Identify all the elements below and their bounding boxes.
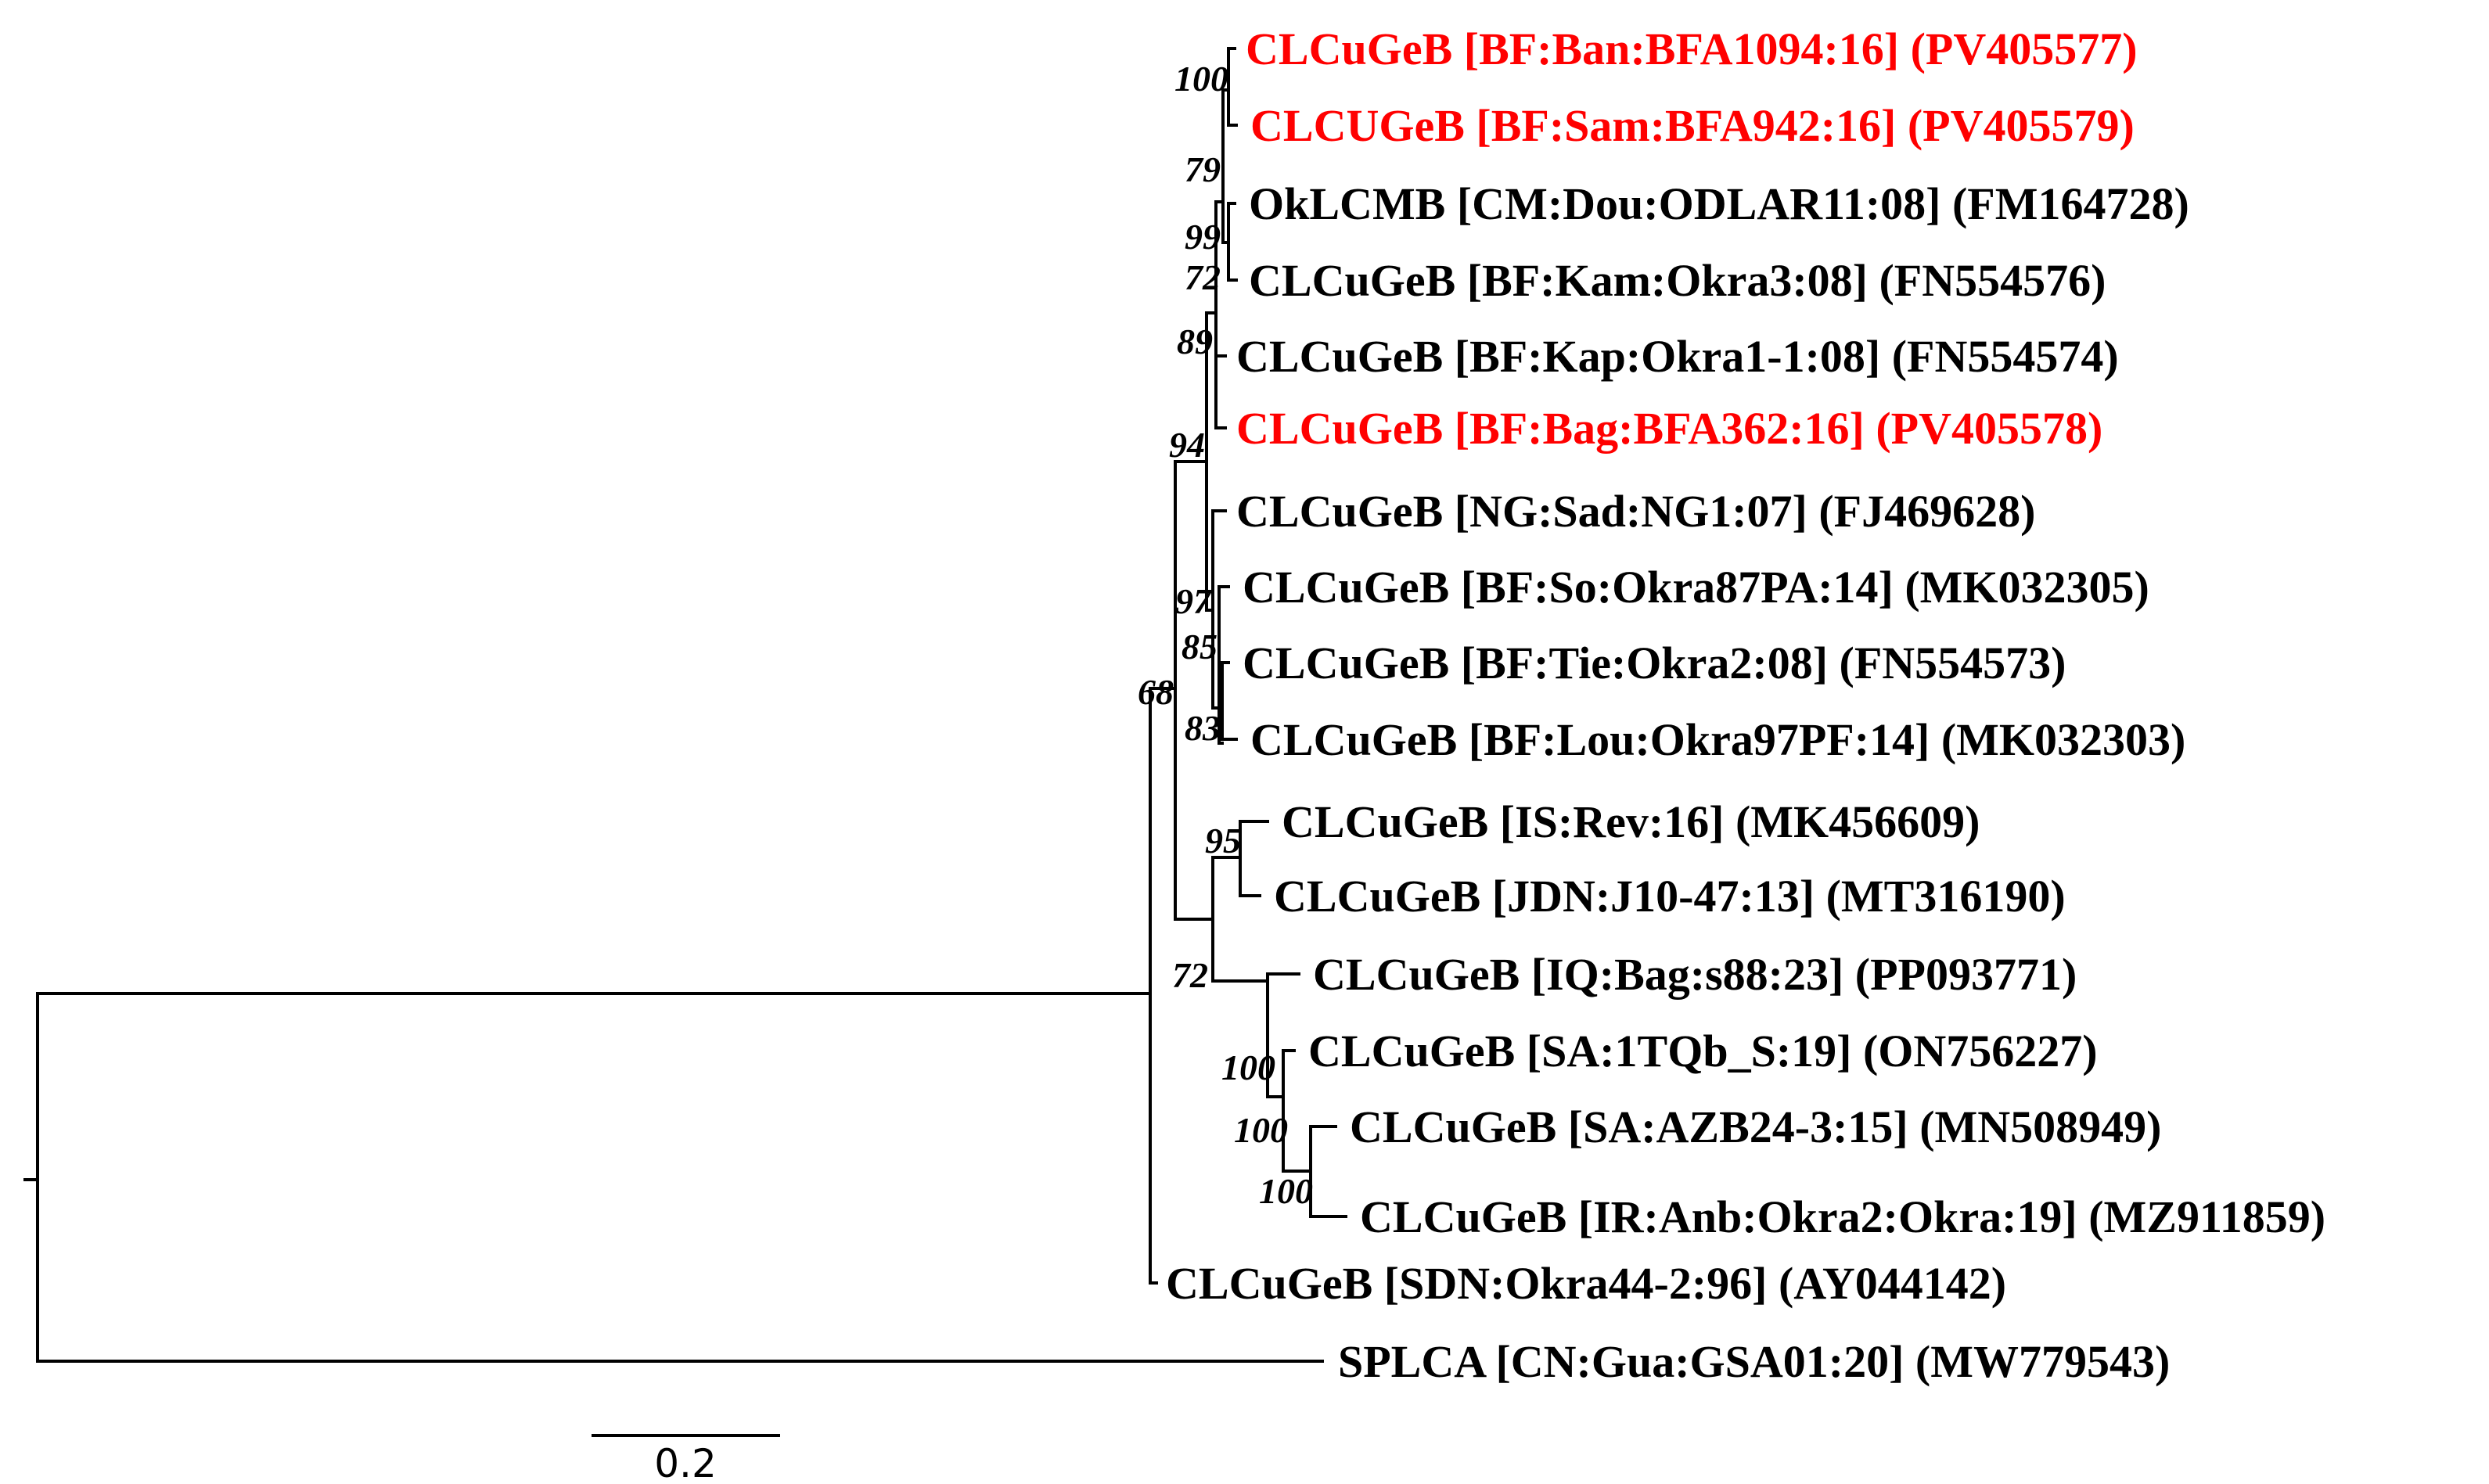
leaf-label: CLCUGeB [BF:Sam:BFA942:16] (PV405579) xyxy=(1250,100,2135,151)
leaf-label: CLCuGeB [BF:Kap:Okra1-1:08] (FN554574) xyxy=(1236,331,2119,382)
support-value: 72 xyxy=(1185,257,1221,297)
support-value: 100 xyxy=(1221,1047,1275,1087)
support-value: 89 xyxy=(1177,322,1213,361)
leaf-label: CLCuGeB [SA:1TQb_S:19] (ON756227) xyxy=(1308,1026,2098,1076)
support-values: 100 79 99 72 89 94 97 85 83 68 95 72 100… xyxy=(1138,59,1313,1211)
leaf-label: CLCuGeB [BF:Kam:Okra3:08] (FN554576) xyxy=(1249,255,2106,306)
leaf-label: CLCuGeB [SA:AZB24-3:15] (MN508949) xyxy=(1350,1101,2162,1152)
leaf-label: CLCuGeB [BF:Lou:Okra97PF:14] (MK032303) xyxy=(1250,714,2185,765)
scale-bar-label: 0.2 xyxy=(654,1441,717,1484)
support-value: 100 xyxy=(1174,59,1228,99)
support-value: 68 xyxy=(1138,672,1174,712)
scale-bar: 0.2 xyxy=(592,1434,780,1484)
branches xyxy=(23,47,1347,1363)
leaf-label: CLCuGeB [IQ:Bag:s88:23] (PP093771) xyxy=(1313,949,2077,1000)
leaf-label: CLCuGeB [BF:So:Okra87PA:14] (MK032305) xyxy=(1243,562,2149,613)
support-value: 100 xyxy=(1259,1171,1313,1211)
support-value: 95 xyxy=(1205,821,1241,861)
support-value: 85 xyxy=(1182,627,1218,667)
leaf-label: OkLCMB [CM:Dou:ODLAR11:08] (FM164728) xyxy=(1249,178,2189,229)
leaf-label: CLCuGeB [IR:Anb:Okra2:Okra:19] (MZ911859… xyxy=(1360,1191,2325,1242)
leaf-label: SPLCA [CN:Gua:GSA01:20] (MW779543) xyxy=(1338,1336,2170,1387)
leaf-label: CLCuGeB [NG:Sad:NG1:07] (FJ469628) xyxy=(1236,486,2035,537)
leaf-label: CLCuGeB [SDN:Okra44-2:96] (AY044142) xyxy=(1166,1258,2006,1309)
leaf-label: CLCuGeB [BF:Ban:BFA1094:16] (PV405577) xyxy=(1246,23,2138,74)
support-value: 72 xyxy=(1172,955,1208,995)
support-value: 79 xyxy=(1185,149,1221,189)
leaf-label: CLCuGeB [IS:Rev:16] (MK456609) xyxy=(1282,796,1980,847)
support-value: 94 xyxy=(1169,425,1205,465)
leaf-label: CLCuGeB [BF:Tie:Okra2:08] (FN554573) xyxy=(1243,638,2066,688)
leaf-label: CLCuGeB [BF:Bag:BFA362:16] (PV405578) xyxy=(1236,403,2102,454)
support-value: 97 xyxy=(1175,581,1213,621)
leaf-label: CLCuGeB [JDN:J10-47:13] (MT316190) xyxy=(1274,871,2066,922)
support-value: 100 xyxy=(1234,1110,1288,1150)
support-value: 83 xyxy=(1185,708,1221,748)
support-value: 99 xyxy=(1185,217,1221,257)
leaf-labels: CLCuGeB [BF:Ban:BFA1094:16] (PV405577) C… xyxy=(1166,23,2325,1387)
